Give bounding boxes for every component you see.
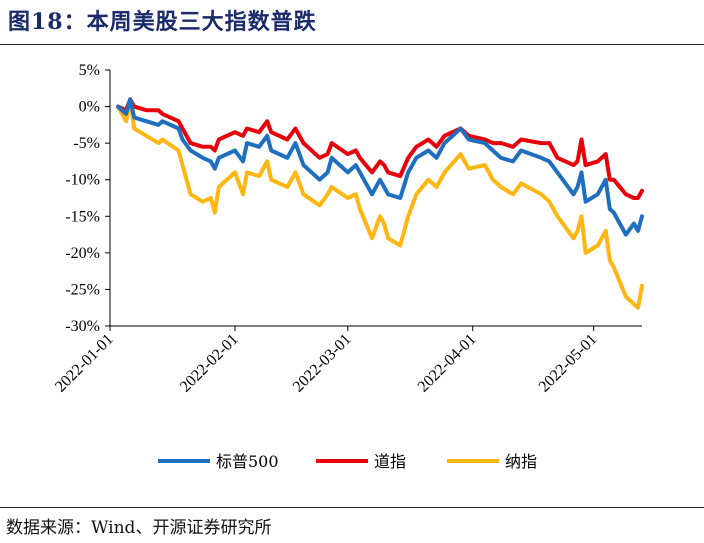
legend-label-2: 道指 [374, 452, 406, 471]
x-tick-label: 2022-04-01 [415, 331, 480, 396]
y-tick-label: -15% [65, 208, 100, 225]
source-note: 数据来源：Wind、开源证券研究所 [6, 518, 272, 538]
series-line-2 [116, 97, 644, 200]
x-axis: 2022-01-01 2022-02-01 2022-03-01 2022-04-01… [52, 325, 642, 396]
bottom-rule [0, 507, 704, 508]
y-axis: 5% 0% -5% -10% -15% -20% -25% -30% [65, 62, 111, 335]
series-line-3 [116, 97, 644, 310]
x-tick-label: 2022-03-01 [290, 331, 355, 396]
line-chart: 5%0%-5%-10%-15%-20%-25%-30% 2022-01-01 20… [52, 62, 644, 471]
y-tick-label: -5% [73, 135, 100, 152]
top-rule [0, 44, 704, 45]
series-line-1 [116, 97, 644, 237]
legend-label-3: 纳指 [505, 452, 537, 471]
legend: 标普500 道指 纳指 [158, 452, 537, 471]
y-tick-label: -25% [65, 281, 100, 298]
x-tick-label: 2022-05-01 [536, 331, 601, 396]
figure-title: 图18：本周美股三大指数普跌 [8, 9, 317, 35]
y-tick-label: -10% [65, 172, 100, 189]
legend-label-1: 标普500 [216, 452, 279, 471]
series-lines [116, 97, 644, 310]
y-tick-label: 0% [79, 99, 100, 116]
y-tick-label: -20% [65, 245, 100, 262]
y-tick-label: -30% [65, 318, 100, 335]
x-tick-label: 2022-01-01 [52, 331, 117, 396]
y-tick-label: 5% [79, 62, 100, 79]
x-tick-label: 2022-02-01 [177, 331, 242, 396]
